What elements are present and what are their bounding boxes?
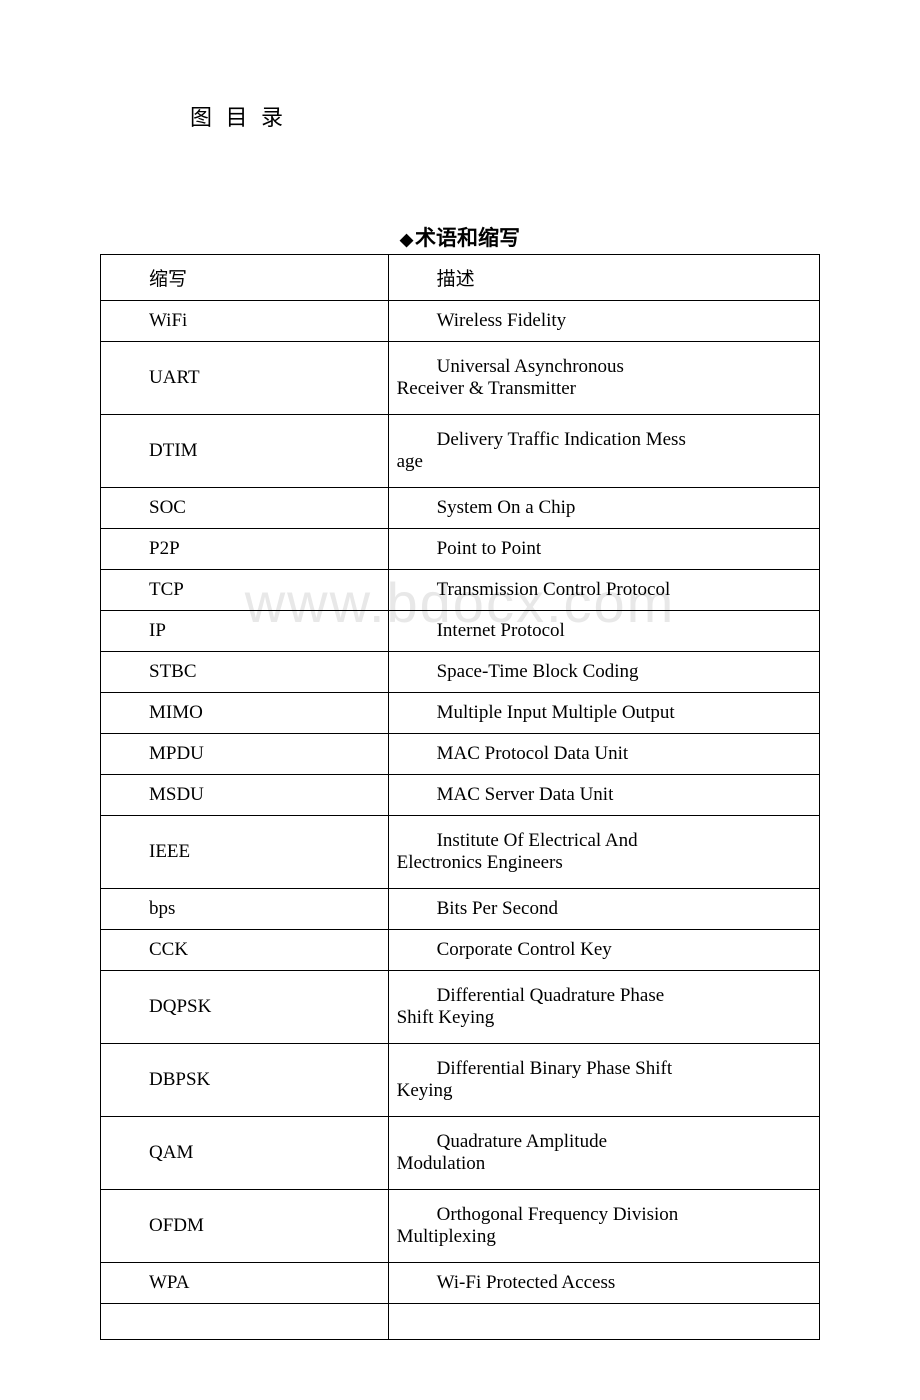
desc-cell: Wi-Fi Protected Access bbox=[388, 1263, 819, 1304]
table-row: bps Bits Per Second bbox=[101, 889, 820, 930]
table-row: QAMQuadrature AmplitudeModulation bbox=[101, 1117, 820, 1190]
desc-line1: Orthogonal Frequency Division bbox=[397, 1204, 811, 1226]
terms-table: 缩写 描述 WiFiWireless FidelityUARTUniversal… bbox=[100, 254, 820, 1340]
table-row: DBPSKDifferential Binary Phase ShiftKeyi… bbox=[101, 1044, 820, 1117]
table-row: TCP Transmission Control Protocol bbox=[101, 570, 820, 611]
desc-line2: Keying bbox=[397, 1080, 811, 1102]
desc-line2: Receiver & Transmitter bbox=[397, 378, 811, 400]
table-row: WPA Wi-Fi Protected Access bbox=[101, 1263, 820, 1304]
table-row: P2P Point to Point bbox=[101, 529, 820, 570]
desc-line2: Multiplexing bbox=[397, 1226, 811, 1248]
abbrev-cell: MSDU bbox=[101, 775, 389, 816]
abbrev-cell: DQPSK bbox=[101, 971, 389, 1044]
abbrev-cell: SOC bbox=[101, 488, 389, 529]
abbrev-cell: STBC bbox=[101, 652, 389, 693]
table-title: ◆术语和缩写 bbox=[100, 222, 820, 252]
desc-cell: Wireless Fidelity bbox=[388, 301, 819, 342]
table-row: MSDU MAC Server Data Unit bbox=[101, 775, 820, 816]
table-row: WiFi Wireless Fidelity bbox=[101, 301, 820, 342]
desc-cell bbox=[388, 1304, 819, 1340]
table-row: IP Internet Protocol bbox=[101, 611, 820, 652]
abbrev-cell: DBPSK bbox=[101, 1044, 389, 1117]
desc-cell: Delivery Traffic Indication Message bbox=[388, 415, 819, 488]
desc-line2: Modulation bbox=[397, 1153, 811, 1175]
table-title-text: 术语和缩写 bbox=[415, 226, 520, 250]
desc-line1: MAC Server Data Unit bbox=[397, 784, 811, 806]
table-row: DQPSKDifferential Quadrature PhaseShift … bbox=[101, 971, 820, 1044]
desc-line1: System On a Chip bbox=[397, 497, 811, 519]
desc-line1: Differential Quadrature Phase bbox=[397, 985, 811, 1007]
abbrev-cell: QAM bbox=[101, 1117, 389, 1190]
desc-line1: Differential Binary Phase Shift bbox=[397, 1058, 811, 1080]
abbrev-cell: P2P bbox=[101, 529, 389, 570]
desc-line1: Wi-Fi Protected Access bbox=[397, 1272, 811, 1294]
page-heading: 图 目 录 bbox=[190, 100, 820, 132]
desc-cell: Differential Binary Phase ShiftKeying bbox=[388, 1044, 819, 1117]
desc-cell: Transmission Control Protocol bbox=[388, 570, 819, 611]
desc-line1: Universal Asynchronous bbox=[397, 356, 811, 378]
abbrev-cell: WPA bbox=[101, 1263, 389, 1304]
table-row: DTIMDelivery Traffic Indication Message bbox=[101, 415, 820, 488]
desc-line1: Transmission Control Protocol bbox=[397, 579, 811, 601]
table-row: MPDU MAC Protocol Data Unit bbox=[101, 734, 820, 775]
header-desc: 描述 bbox=[388, 255, 819, 301]
abbrev-cell: CCK bbox=[101, 930, 389, 971]
desc-line1: Institute Of Electrical And bbox=[397, 830, 811, 852]
desc-cell: Multiple Input Multiple Output bbox=[388, 693, 819, 734]
abbrev-cell: bps bbox=[101, 889, 389, 930]
desc-cell: Point to Point bbox=[388, 529, 819, 570]
desc-cell: MAC Protocol Data Unit bbox=[388, 734, 819, 775]
desc-line1: Bits Per Second bbox=[397, 898, 811, 920]
desc-line1: Wireless Fidelity bbox=[397, 310, 811, 332]
desc-cell: Institute Of Electrical AndElectronics E… bbox=[388, 816, 819, 889]
header-abbrev: 缩写 bbox=[101, 255, 389, 301]
abbrev-cell: OFDM bbox=[101, 1190, 389, 1263]
desc-cell: Differential Quadrature PhaseShift Keyin… bbox=[388, 971, 819, 1044]
abbrev-cell: MPDU bbox=[101, 734, 389, 775]
table-header-row: 缩写 描述 bbox=[101, 255, 820, 301]
desc-cell: MAC Server Data Unit bbox=[388, 775, 819, 816]
table-row-empty bbox=[101, 1304, 820, 1340]
desc-line1: Multiple Input Multiple Output bbox=[397, 702, 811, 724]
table-row: CCK Corporate Control Key bbox=[101, 930, 820, 971]
diamond-icon: ◆ bbox=[400, 230, 413, 249]
abbrev-cell: DTIM bbox=[101, 415, 389, 488]
desc-line2: Shift Keying bbox=[397, 1007, 811, 1029]
desc-cell: Quadrature AmplitudeModulation bbox=[388, 1117, 819, 1190]
desc-cell: Universal AsynchronousReceiver & Transmi… bbox=[388, 342, 819, 415]
table-row: MIMO Multiple Input Multiple Output bbox=[101, 693, 820, 734]
abbrev-cell: TCP bbox=[101, 570, 389, 611]
desc-line1: Corporate Control Key bbox=[397, 939, 811, 961]
desc-cell: Orthogonal Frequency DivisionMultiplexin… bbox=[388, 1190, 819, 1263]
table-row: SOC System On a Chip bbox=[101, 488, 820, 529]
desc-line1: Internet Protocol bbox=[397, 620, 811, 642]
desc-line1: Delivery Traffic Indication Mess bbox=[397, 429, 811, 451]
abbrev-cell: WiFi bbox=[101, 301, 389, 342]
abbrev-cell: MIMO bbox=[101, 693, 389, 734]
desc-cell: System On a Chip bbox=[388, 488, 819, 529]
desc-line1: Quadrature Amplitude bbox=[397, 1131, 811, 1153]
abbrev-cell: UART bbox=[101, 342, 389, 415]
desc-cell: Corporate Control Key bbox=[388, 930, 819, 971]
table-row: STBC Space-Time Block Coding bbox=[101, 652, 820, 693]
desc-line1: Space-Time Block Coding bbox=[397, 661, 811, 683]
abbrev-cell: IP bbox=[101, 611, 389, 652]
table-row: IEEEInstitute Of Electrical AndElectroni… bbox=[101, 816, 820, 889]
abbrev-cell: IEEE bbox=[101, 816, 389, 889]
desc-line1: Point to Point bbox=[397, 538, 811, 560]
table-row: UARTUniversal AsynchronousReceiver & Tra… bbox=[101, 342, 820, 415]
desc-cell: Bits Per Second bbox=[388, 889, 819, 930]
desc-line1: MAC Protocol Data Unit bbox=[397, 743, 811, 765]
abbrev-cell bbox=[101, 1304, 389, 1340]
desc-line2: Electronics Engineers bbox=[397, 852, 811, 874]
desc-line2: age bbox=[397, 451, 811, 473]
table-row: OFDMOrthogonal Frequency DivisionMultipl… bbox=[101, 1190, 820, 1263]
desc-cell: Internet Protocol bbox=[388, 611, 819, 652]
desc-cell: Space-Time Block Coding bbox=[388, 652, 819, 693]
